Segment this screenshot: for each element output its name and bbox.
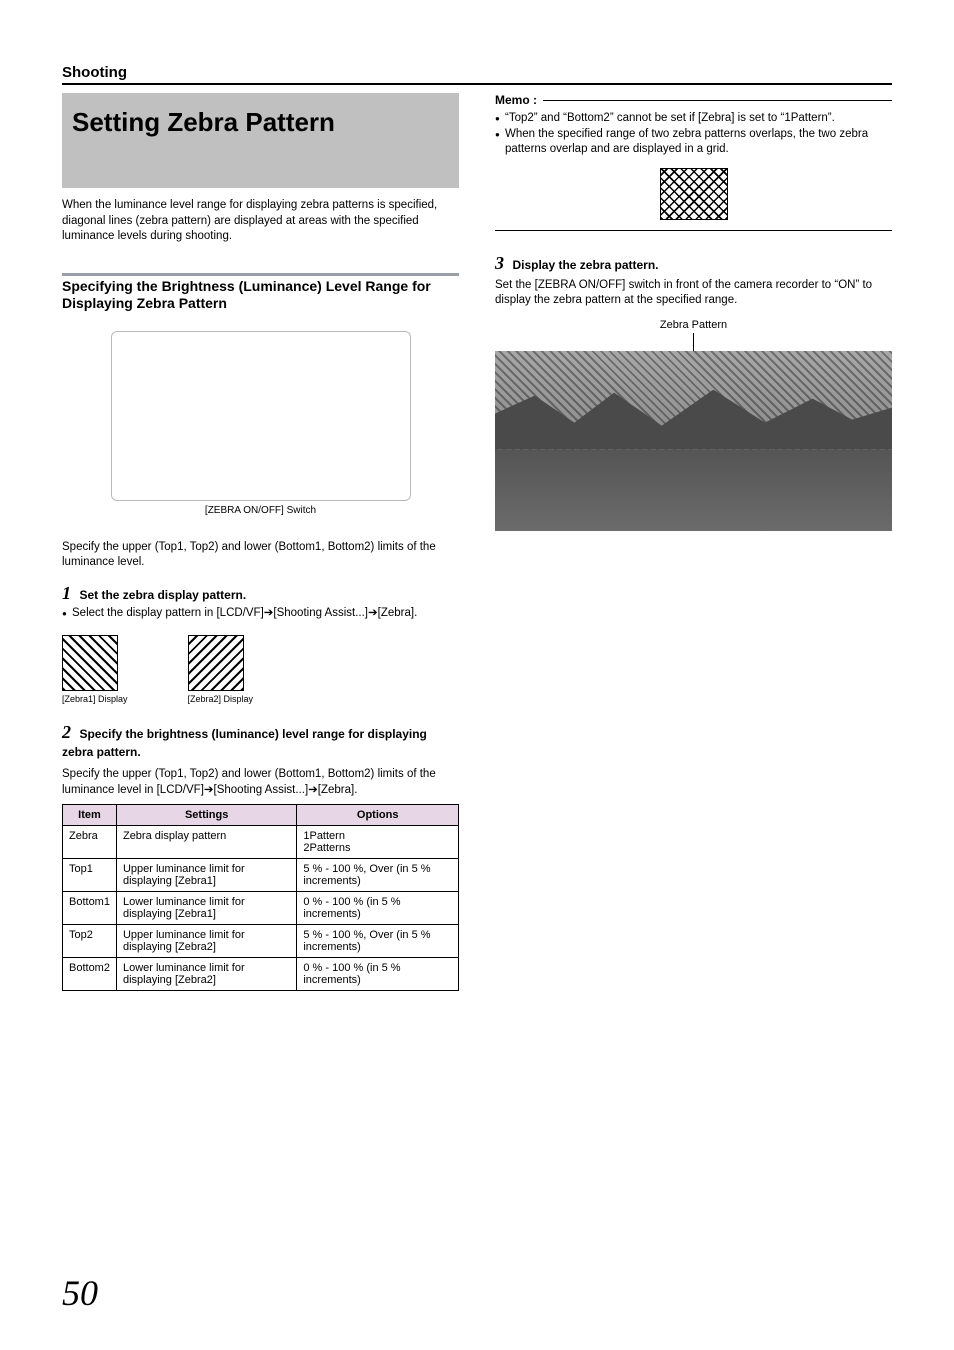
table-row: Bottom1Lower luminance limit for display… xyxy=(63,892,459,925)
step-2: 2 Specify the brightness (luminance) lev… xyxy=(62,722,459,761)
step-3-title: Display the zebra pattern. xyxy=(512,258,658,272)
table-cell: 1Pattern2Patterns xyxy=(297,826,459,859)
step-1: 1 Set the zebra display pattern. xyxy=(62,583,459,604)
step-3-number: 3 xyxy=(495,253,504,273)
step-1-title: Set the zebra display pattern. xyxy=(79,588,246,602)
step-2-number: 2 xyxy=(62,722,71,742)
table-cell: Zebra xyxy=(63,826,117,859)
options-table: Item Settings Options ZebraZebra display… xyxy=(62,804,459,991)
table-row: ZebraZebra display pattern1Pattern2Patte… xyxy=(63,826,459,859)
memo-item: When the specified range of two zebra pa… xyxy=(495,127,892,158)
table-cell: Upper luminance limit for displaying [Ze… xyxy=(116,925,296,958)
title-box: Setting Zebra Pattern xyxy=(62,93,459,188)
zebra-pattern-label: Zebra Pattern xyxy=(495,319,892,331)
subheading: Specifying the Brightness (Luminance) Le… xyxy=(62,278,459,313)
grid-overlap-swatch xyxy=(660,168,728,220)
memo-list: “Top2” and “Bottom2” cannot be set if [Z… xyxy=(495,111,892,158)
page-title: Setting Zebra Pattern xyxy=(72,107,449,138)
right-column: Memo : “Top2” and “Bottom2” cannot be se… xyxy=(495,93,892,991)
table-cell: Upper luminance limit for displaying [Ze… xyxy=(116,859,296,892)
step-2-title: Specify the brightness (luminance) level… xyxy=(62,727,427,759)
step-3: 3 Display the zebra pattern. xyxy=(495,253,892,274)
memo-end-rule xyxy=(495,230,892,231)
zebra-swatches: [Zebra1] Display [Zebra2] Display xyxy=(62,635,459,704)
subhead-bar: Specifying the Brightness (Luminance) Le… xyxy=(62,273,459,313)
left-column: Setting Zebra Pattern When the luminance… xyxy=(62,93,459,991)
table-cell: Lower luminance limit for displaying [Ze… xyxy=(116,892,296,925)
step-1-bullet: Select the display pattern in [LCD/VF]➔[… xyxy=(62,606,459,622)
page-number: 50 xyxy=(62,1272,98,1314)
th-settings: Settings xyxy=(116,805,296,826)
section-label: Shooting xyxy=(62,64,892,85)
table-row: Top2Upper luminance limit for displaying… xyxy=(63,925,459,958)
zebra1-swatch xyxy=(62,635,118,691)
step-2-body: Specify the upper (Top1, Top2) and lower… xyxy=(62,767,459,798)
limits-intro: Specify the upper (Top1, Top2) and lower… xyxy=(62,540,459,571)
table-cell: 5 % - 100 %, Over (in 5 % increments) xyxy=(297,925,459,958)
th-options: Options xyxy=(297,805,459,826)
th-item: Item xyxy=(63,805,117,826)
table-row: Top1Upper luminance limit for displaying… xyxy=(63,859,459,892)
step-3-body: Set the [ZEBRA ON/OFF] switch in front o… xyxy=(495,278,892,309)
table-cell: Bottom2 xyxy=(63,958,117,991)
table-cell: Bottom1 xyxy=(63,892,117,925)
camera-caption: [ZEBRA ON/OFF] Switch xyxy=(62,505,459,516)
zebra-pattern-tick xyxy=(693,333,694,351)
table-cell: Top1 xyxy=(63,859,117,892)
zebra2-swatch xyxy=(188,635,244,691)
memo-header: Memo : xyxy=(495,93,892,107)
camera-illustration xyxy=(111,331,411,501)
table-cell: 0 % - 100 % (in 5 % increments) xyxy=(297,958,459,991)
memo-rule xyxy=(543,100,892,101)
table-cell: 5 % - 100 %, Over (in 5 % increments) xyxy=(297,859,459,892)
memo-label: Memo : xyxy=(495,93,543,107)
zebra2-label: [Zebra2] Display xyxy=(188,694,254,704)
table-cell: Zebra display pattern xyxy=(116,826,296,859)
table-row: Bottom2Lower luminance limit for display… xyxy=(63,958,459,991)
zebra-example-image xyxy=(495,351,892,531)
memo-item: “Top2” and “Bottom2” cannot be set if [Z… xyxy=(495,111,892,127)
intro-text: When the luminance level range for displ… xyxy=(62,198,459,245)
table-cell: Lower luminance limit for displaying [Ze… xyxy=(116,958,296,991)
step-1-number: 1 xyxy=(62,583,71,603)
table-cell: 0 % - 100 % (in 5 % increments) xyxy=(297,892,459,925)
zebra1-label: [Zebra1] Display xyxy=(62,694,128,704)
table-cell: Top2 xyxy=(63,925,117,958)
